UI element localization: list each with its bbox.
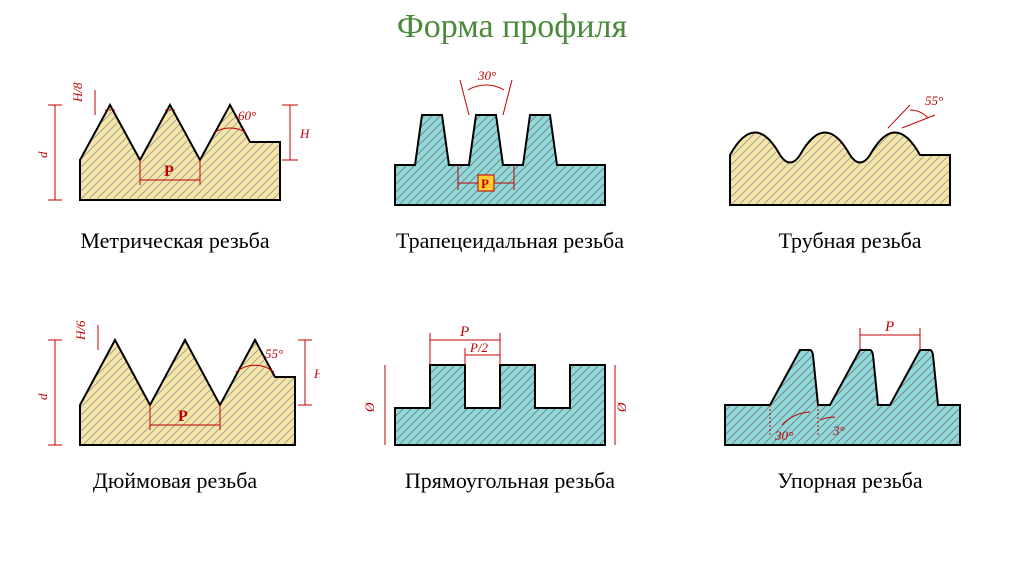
pitch-trap: P — [481, 176, 489, 191]
cell-pipe: 55° Трубная резьба — [700, 60, 1000, 254]
h-metric: H — [299, 126, 310, 141]
pitch-inch: P — [178, 408, 188, 425]
halfpitch-square: P/2 — [469, 340, 489, 355]
caption-pipe: Трубная резьба — [700, 228, 1000, 254]
hfrac-inch: H/6 — [73, 320, 88, 341]
angle-inch: 55° — [265, 346, 283, 361]
page-title: Форма профиля — [0, 0, 1024, 46]
caption-buttress: Упорная резьба — [700, 468, 1000, 494]
cell-metric: 60° P H/8 H d Метрическая резьба — [20, 60, 330, 254]
angle-pipe: 55° — [925, 93, 943, 108]
cell-square: P P/2 Ø Ø Прямоугольная резьба — [360, 300, 660, 494]
diagram-trapezoidal: 30° P — [360, 60, 640, 220]
angle2-buttress: 3° — [832, 423, 845, 438]
diagram-square: P P/2 Ø Ø — [360, 300, 640, 460]
angle-metric: 60° — [238, 108, 256, 123]
cell-trapezoidal: 30° P Трапецеидальная резьба — [360, 60, 660, 254]
pitch-square: P — [459, 324, 469, 340]
caption-inch: Дюймовая резьба — [20, 468, 330, 494]
dia2-square: Ø — [614, 402, 629, 413]
caption-square: Прямоугольная резьба — [360, 468, 660, 494]
d-inch: d — [35, 393, 50, 400]
hfrac-metric: H/8 — [70, 82, 85, 103]
pitch-metric: P — [164, 163, 174, 180]
diagram-inch: 55° P H/6 H d — [20, 300, 320, 460]
cell-inch: 55° P H/6 H d Дюймовая резьба — [20, 300, 330, 494]
caption-metric: Метрическая резьба — [20, 228, 330, 254]
pitch-buttress: P — [884, 319, 894, 335]
diagram-pipe: 55° — [700, 60, 980, 220]
angle-trap: 30° — [477, 68, 496, 83]
d-metric: d — [35, 151, 50, 158]
dia1-square: Ø — [362, 402, 377, 413]
cell-buttress: P 30° 3° Упорная резьба — [700, 300, 1000, 494]
angle1-buttress: 30° — [774, 428, 793, 443]
caption-trapezoidal: Трапецеидальная резьба — [360, 228, 660, 254]
h-inch: H — [313, 366, 320, 381]
diagram-grid: 60° P H/8 H d Метрическая резьба — [0, 60, 1024, 560]
diagram-buttress: P 30° 3° — [700, 300, 980, 460]
diagram-metric: 60° P H/8 H d — [20, 60, 320, 220]
